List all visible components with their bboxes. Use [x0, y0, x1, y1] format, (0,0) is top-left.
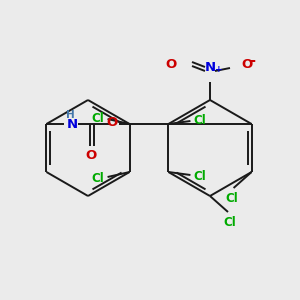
Text: H: H	[66, 110, 75, 120]
Text: Cl: Cl	[194, 169, 206, 182]
Text: Cl: Cl	[225, 192, 238, 205]
Text: N: N	[66, 118, 78, 131]
Text: Cl: Cl	[194, 113, 206, 127]
Text: Cl: Cl	[224, 216, 236, 229]
Text: Cl: Cl	[92, 112, 105, 124]
Text: -: -	[249, 53, 255, 68]
Text: O: O	[166, 58, 177, 70]
Text: N: N	[204, 61, 216, 74]
Text: O: O	[86, 149, 97, 162]
Text: O: O	[241, 58, 252, 70]
Text: Cl: Cl	[92, 172, 105, 184]
Text: O: O	[107, 116, 118, 130]
Text: +: +	[215, 64, 223, 74]
